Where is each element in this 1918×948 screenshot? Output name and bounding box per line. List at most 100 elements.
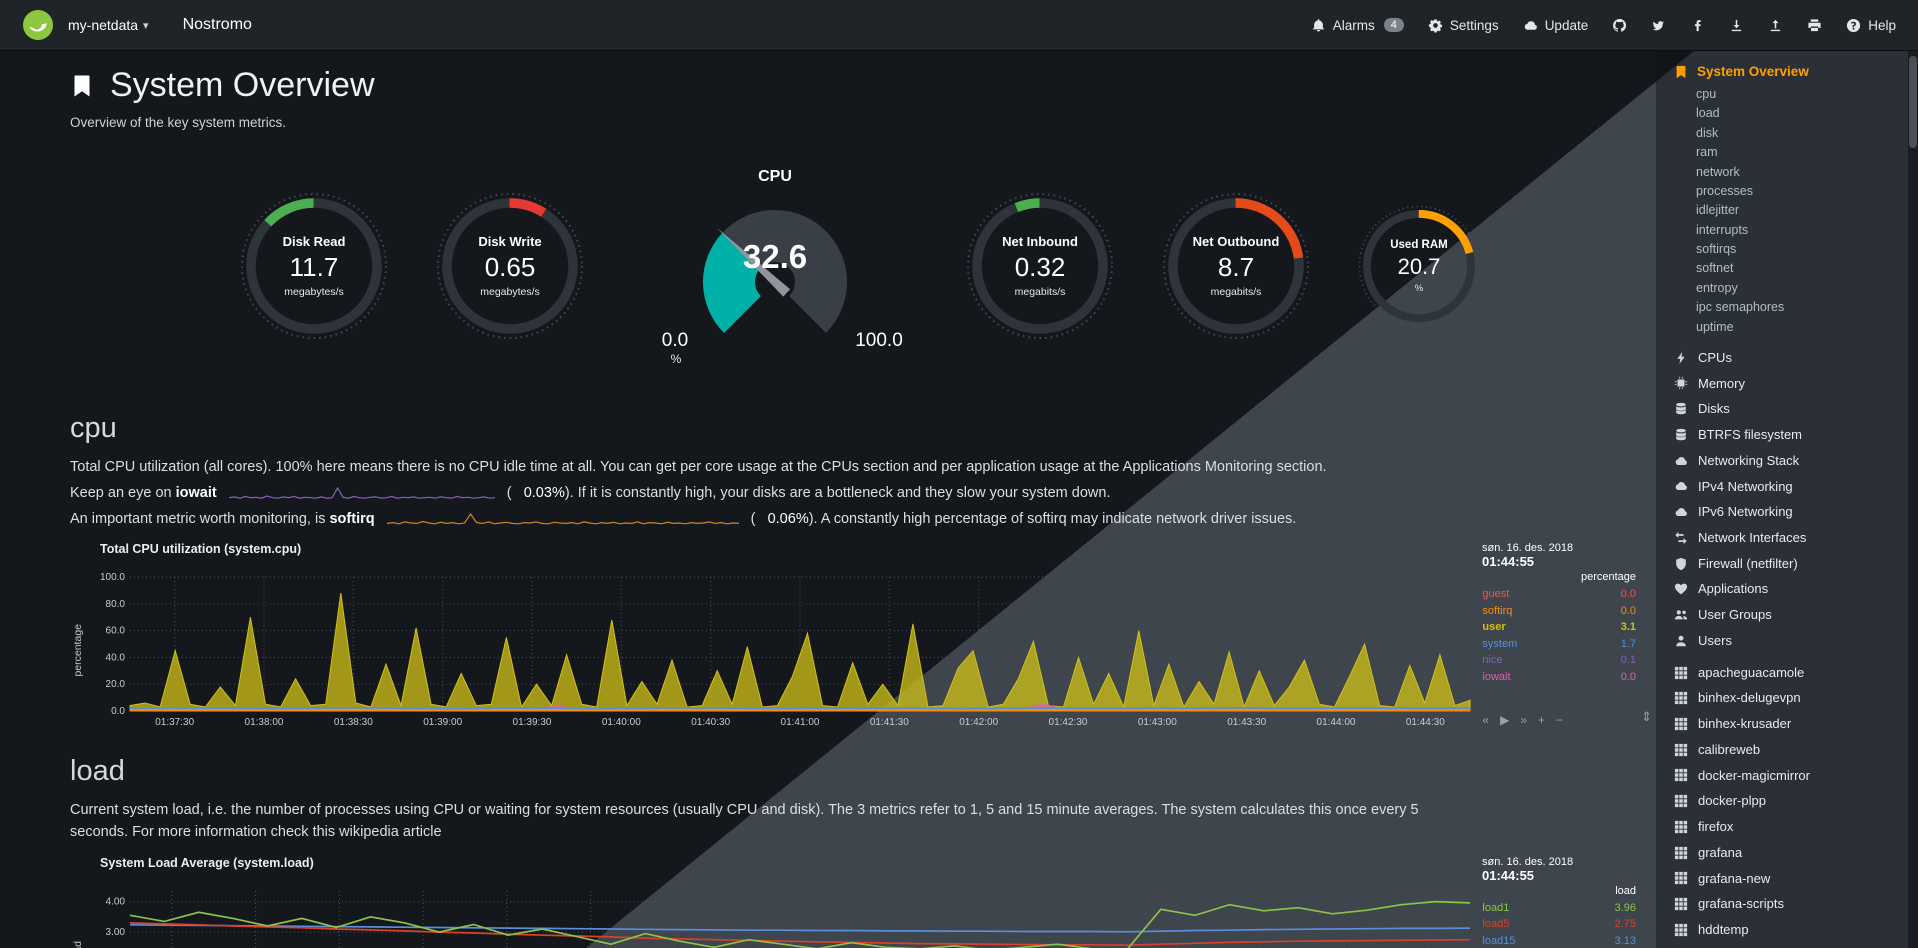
gauge-min: 0.0: [661, 330, 689, 351]
gauge-value: 0.65: [484, 252, 536, 282]
gauge-unit: megabytes/s: [480, 286, 540, 298]
svg-text:0.0: 0.0: [111, 706, 125, 717]
sidebar-item-calibreweb[interactable]: calibreweb: [1674, 737, 1900, 763]
sidebar-item-grafana-new[interactable]: grafana-new: [1674, 866, 1900, 892]
legend-item-system[interactable]: system 1.7: [1482, 637, 1636, 650]
sidebar-item-disks[interactable]: Disks: [1674, 396, 1900, 422]
chart-toolbar-button[interactable]: −: [1556, 713, 1564, 728]
sidebar-item-cpus[interactable]: CPUs: [1674, 345, 1900, 371]
sidebar-subitem-cpu[interactable]: cpu: [1696, 87, 1717, 101]
legend-item-load15[interactable]: load15 3.13: [1482, 934, 1636, 947]
chart-toolbar-button[interactable]: ▶: [1500, 713, 1510, 728]
sidebar-item-memory[interactable]: Memory: [1674, 371, 1900, 397]
page-scrollbar[interactable]: [1908, 50, 1918, 948]
grid-icon: [1674, 691, 1688, 705]
page-subtitle: Overview of the key system metrics.: [70, 115, 287, 130]
main-background: System Overview Overview of the key syst…: [0, 50, 1918, 948]
github-button[interactable]: [1612, 18, 1627, 33]
sidebar-item-networking-stack[interactable]: Networking Stack: [1674, 448, 1900, 474]
hostname: Nostromo: [182, 16, 252, 33]
legend-item-nice[interactable]: nice 0.1: [1482, 654, 1636, 667]
sidebar-subitem-uptime[interactable]: uptime: [1696, 319, 1734, 334]
sidebar-subitem-idlejitter[interactable]: idlejitter: [1696, 203, 1740, 218]
legend-item-guest[interactable]: guest 0.0: [1482, 588, 1636, 601]
load-plot-area[interactable]: 1.002.003.004.0001:37:0001:37:3001:38:00…: [86, 885, 1472, 948]
sidebar-subitem-softirqs[interactable]: softirqs: [1696, 242, 1737, 256]
cpu-section: cpu Total CPU utilization (all cores). 1…: [70, 412, 1652, 729]
sidebar-item-docker-magicmirror[interactable]: docker-magicmirror: [1674, 763, 1900, 789]
facebook-button[interactable]: [1690, 18, 1705, 33]
gear-icon: [1428, 18, 1443, 33]
sidebar-item-applications[interactable]: Applications: [1674, 576, 1900, 602]
legend-item-softirq[interactable]: softirq 0.0: [1482, 604, 1636, 617]
grid-icon: [1674, 846, 1688, 860]
sidebar-item-grafana-scripts[interactable]: grafana-scripts: [1674, 891, 1900, 917]
sidebar-item-grafana[interactable]: grafana: [1674, 840, 1900, 866]
sidebar-item-apacheguacamole[interactable]: apacheguacamole: [1674, 660, 1900, 686]
net-outbound-gauge: Net Outbound 8.7 megabits/s: [1161, 191, 1311, 341]
chart-resize-handle[interactable]: ⇕: [1641, 709, 1652, 725]
cpu-plot-area[interactable]: 0.0 20.0 40.0 60.0 80.0 100.0 01:37:30 01:38:00…: [86, 571, 1472, 729]
cloud-icon: [1523, 18, 1538, 33]
netdata-logo[interactable]: [22, 9, 54, 41]
svg-text:40.0: 40.0: [105, 653, 125, 664]
sidebar-subitem-ram[interactable]: ram: [1696, 145, 1718, 160]
sidebar-item-docker-plpp[interactable]: docker-plpp: [1674, 788, 1900, 814]
import-button[interactable]: [1729, 18, 1744, 33]
y-axis-label: load: [70, 885, 86, 948]
sidebar-subitem-softnet[interactable]: softnet: [1696, 261, 1734, 276]
chart-toolbar-button[interactable]: +: [1538, 713, 1546, 728]
sidebar-item-btrfs-filesystem[interactable]: BTRFS filesystem: [1674, 422, 1900, 448]
settings-button[interactable]: Settings: [1428, 18, 1499, 33]
sidebar-subitem-entropy[interactable]: entropy: [1696, 280, 1738, 295]
iowait-sparkline: [228, 486, 495, 499]
update-button[interactable]: Update: [1523, 18, 1588, 33]
legend-item-load1[interactable]: load1 3.96: [1482, 901, 1636, 914]
gauge-title: Net Inbound: [1002, 234, 1078, 249]
legend-item-user[interactable]: user 3.1: [1482, 621, 1636, 634]
gauge-needle: [716, 227, 791, 297]
gauge-title: Disk Write: [478, 234, 542, 249]
sidebar-subitem-network[interactable]: network: [1696, 164, 1740, 179]
svg-text:01:42:00: 01:42:00: [959, 717, 998, 728]
sidebar-subitem-processes[interactable]: processes: [1696, 183, 1753, 198]
my-netdata-dropdown[interactable]: my-netdata ▾: [68, 17, 149, 33]
svg-text:80.0: 80.0: [105, 599, 125, 610]
twitter-button[interactable]: [1651, 18, 1666, 33]
sidebar-item-ipv4-networking[interactable]: IPv4 Networking: [1674, 474, 1900, 500]
chart-toolbar-button[interactable]: »: [1520, 713, 1528, 728]
sidebar-item-binhex-delugevpn[interactable]: binhex-delugevpn: [1674, 685, 1900, 711]
svg-text:01:43:30: 01:43:30: [1227, 717, 1266, 728]
top-navbar: my-netdata ▾ Nostromo Alarms 4 Settings …: [0, 0, 1918, 51]
net-inbound-gauge: Net Inbound 0.32 megabits/s: [965, 191, 1115, 341]
sidebar-item-user-groups[interactable]: User Groups: [1674, 602, 1900, 628]
grid-icon: [1674, 820, 1688, 834]
legend-item-iowait[interactable]: iowait 0.0: [1482, 670, 1636, 683]
chevron-down-icon: ▾: [143, 19, 149, 32]
sidebar-item-ipv6-networking[interactable]: IPv6 Networking: [1674, 499, 1900, 525]
legend-item-load5[interactable]: load5 2.75: [1482, 918, 1636, 931]
bookmark-icon: [1674, 65, 1688, 79]
sidebar-item-users[interactable]: Users: [1674, 628, 1900, 654]
sidebar-subitem-ipc-semaphores[interactable]: ipc semaphores: [1696, 300, 1785, 315]
sidebar-item-binhex-krusader[interactable]: binhex-krusader: [1674, 711, 1900, 737]
alarms-button[interactable]: Alarms 4: [1311, 18, 1404, 33]
sidebar-item-network-interfaces[interactable]: Network Interfaces: [1674, 525, 1900, 551]
sidebar-item-hddtemp[interactable]: hddtemp: [1674, 917, 1900, 943]
sidebar-subitem-load[interactable]: load: [1696, 106, 1720, 121]
disk-read-gauge: Disk Read 11.7 megabytes/s: [239, 191, 389, 341]
export-button[interactable]: [1768, 18, 1783, 33]
chart-toolbar-button[interactable]: «: [1482, 713, 1490, 728]
grid-icon: [1674, 666, 1688, 680]
sidebar-subitem-interrupts[interactable]: interrupts: [1696, 222, 1749, 237]
cpu-description: Total CPU utilization (all cores). 100% …: [70, 459, 1327, 475]
print-button[interactable]: [1807, 18, 1822, 33]
sidebar-subitem-disk[interactable]: disk: [1696, 125, 1719, 140]
sidebar-item-system-overview[interactable]: System Overview: [1674, 64, 1900, 79]
sidebar-item-firefox[interactable]: firefox: [1674, 814, 1900, 840]
sidebar-item-firewall-netfilter-[interactable]: Firewall (netfilter): [1674, 551, 1900, 577]
sidebar-active-label: System Overview: [1697, 64, 1809, 79]
gauge-unit: %: [1414, 282, 1424, 294]
scrollbar-thumb[interactable]: [1909, 56, 1917, 148]
help-button[interactable]: Help: [1846, 18, 1896, 33]
